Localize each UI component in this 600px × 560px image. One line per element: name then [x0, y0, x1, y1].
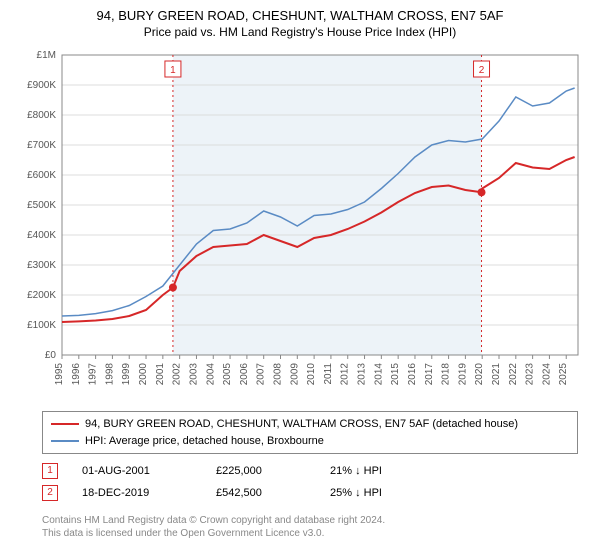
- svg-text:2007: 2007: [256, 363, 267, 386]
- svg-text:2003: 2003: [188, 363, 199, 386]
- sale-row: 1 01-AUG-2001 £225,000 21% ↓ HPI: [42, 460, 578, 482]
- svg-text:1999: 1999: [121, 363, 132, 386]
- legend-swatch: [51, 440, 79, 442]
- svg-text:£700K: £700K: [27, 140, 56, 151]
- svg-text:1998: 1998: [104, 363, 115, 386]
- legend-item: 94, BURY GREEN ROAD, CHESHUNT, WALTHAM C…: [51, 416, 569, 433]
- svg-text:2013: 2013: [357, 363, 368, 386]
- svg-text:2005: 2005: [222, 363, 233, 386]
- svg-text:2023: 2023: [525, 363, 536, 386]
- svg-text:2016: 2016: [407, 363, 418, 386]
- legend-label: HPI: Average price, detached house, Brox…: [85, 433, 324, 450]
- legend-item: HPI: Average price, detached house, Brox…: [51, 433, 569, 450]
- chart-plot-area: £0 £100K £200K £300K £400K £500K £600K £700K £80…: [12, 45, 588, 405]
- svg-text:1: 1: [170, 65, 176, 76]
- svg-text:£800K: £800K: [27, 110, 56, 121]
- svg-text:2004: 2004: [205, 363, 216, 386]
- legend-label: 94, BURY GREEN ROAD, CHESHUNT, WALTHAM C…: [85, 416, 518, 433]
- svg-text:2025: 2025: [558, 363, 569, 386]
- sale-delta: 25% ↓ HPI: [330, 482, 420, 504]
- sale-price: £542,500: [216, 482, 306, 504]
- svg-text:£200K: £200K: [27, 290, 56, 301]
- svg-text:£900K: £900K: [27, 80, 56, 91]
- svg-text:£100K: £100K: [27, 320, 56, 331]
- sale-date: 18-DEC-2019: [82, 482, 192, 504]
- svg-text:2021: 2021: [491, 363, 502, 386]
- legend: 94, BURY GREEN ROAD, CHESHUNT, WALTHAM C…: [42, 411, 578, 454]
- svg-text:2002: 2002: [172, 363, 183, 386]
- svg-text:2009: 2009: [289, 363, 300, 386]
- svg-text:2010: 2010: [306, 363, 317, 386]
- svg-text:2001: 2001: [155, 363, 166, 386]
- footer-line-1: Contains HM Land Registry data © Crown c…: [42, 514, 578, 527]
- svg-text:£500K: £500K: [27, 200, 56, 211]
- svg-text:£0: £0: [45, 350, 57, 361]
- svg-text:2014: 2014: [373, 363, 384, 386]
- sale-delta: 21% ↓ HPI: [330, 460, 420, 482]
- svg-text:2017: 2017: [424, 363, 435, 386]
- sale-price: £225,000: [216, 460, 306, 482]
- svg-text:2019: 2019: [457, 363, 468, 386]
- chart-svg: £0 £100K £200K £300K £400K £500K £600K £700K £80…: [12, 45, 588, 405]
- sales-list: 1 01-AUG-2001 £225,000 21% ↓ HPI 2 18-DEC-201…: [42, 460, 578, 504]
- sale-marker-icon: 1: [42, 463, 58, 479]
- svg-text:£400K: £400K: [27, 230, 56, 241]
- svg-text:2024: 2024: [541, 363, 552, 386]
- chart-container: 94, BURY GREEN ROAD, CHESHUNT, WALTHAM C…: [0, 0, 600, 548]
- sale-date: 01-AUG-2001: [82, 460, 192, 482]
- svg-text:2020: 2020: [474, 363, 485, 386]
- svg-text:£600K: £600K: [27, 170, 56, 181]
- svg-text:2: 2: [479, 65, 485, 76]
- footer-line-2: This data is licensed under the Open Gov…: [42, 527, 578, 540]
- svg-text:2015: 2015: [390, 363, 401, 386]
- svg-text:2008: 2008: [273, 363, 284, 386]
- legend-swatch: [51, 423, 79, 425]
- svg-text:£300K: £300K: [27, 260, 56, 271]
- svg-text:2018: 2018: [441, 363, 452, 386]
- svg-text:2000: 2000: [138, 363, 149, 386]
- chart-title: 94, BURY GREEN ROAD, CHESHUNT, WALTHAM C…: [12, 8, 588, 23]
- svg-text:1995: 1995: [54, 363, 65, 386]
- svg-text:2022: 2022: [508, 363, 519, 386]
- chart-subtitle: Price paid vs. HM Land Registry's House …: [12, 25, 588, 39]
- svg-text:2006: 2006: [239, 363, 250, 386]
- svg-text:1997: 1997: [88, 363, 99, 386]
- footer: Contains HM Land Registry data © Crown c…: [42, 514, 578, 540]
- svg-text:2011: 2011: [323, 363, 334, 385]
- svg-text:£1M: £1M: [37, 50, 56, 61]
- sale-marker-icon: 2: [42, 485, 58, 501]
- sale-row: 2 18-DEC-2019 £542,500 25% ↓ HPI: [42, 482, 578, 504]
- svg-text:1996: 1996: [71, 363, 82, 386]
- svg-text:2012: 2012: [340, 363, 351, 386]
